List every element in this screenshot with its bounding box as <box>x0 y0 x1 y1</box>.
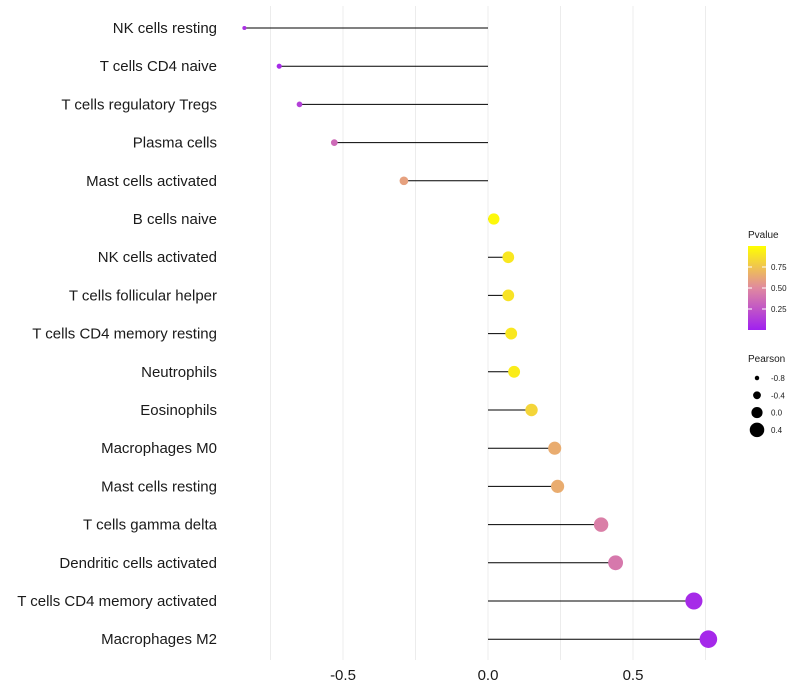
data-point <box>525 403 538 417</box>
category-label: Eosinophils <box>140 402 217 419</box>
colorbar-tick-label: 0.50 <box>771 284 787 293</box>
size-legend-point <box>751 407 763 419</box>
size-legend-point <box>753 391 761 400</box>
pvalue-legend-title: Pvalue <box>748 230 779 241</box>
data-point <box>608 555 624 571</box>
category-label: Mast cells resting <box>101 478 217 495</box>
data-point <box>502 289 515 302</box>
category-label: Macrophages M0 <box>101 440 217 457</box>
data-point <box>330 139 338 146</box>
data-point <box>488 213 500 225</box>
pvalue-legend: Pvalue 0.25 0.50 0.75 <box>748 230 787 330</box>
pearson-legend-title: Pearson <box>748 354 785 365</box>
data-point <box>508 365 521 378</box>
category-label: T cells CD4 naive <box>100 58 217 75</box>
pvalue-colorbar <box>748 246 766 330</box>
x-tick-label: 0.0 <box>478 667 499 684</box>
data-point <box>699 630 718 648</box>
category-label: T cells CD4 memory resting <box>32 326 217 343</box>
size-legend-label: 0.4 <box>771 426 783 435</box>
category-label: Mast cells activated <box>86 173 217 190</box>
category-label: T cells gamma delta <box>83 517 218 534</box>
category-label: Dendritic cells activated <box>59 555 217 572</box>
size-legend-label: -0.4 <box>771 391 785 400</box>
category-label: T cells CD4 memory activated <box>17 593 217 610</box>
category-label: NK cells activated <box>98 249 217 266</box>
pearson-legend: Pearson -0.8 -0.4 0.0 0.4 <box>748 354 785 438</box>
data-point <box>505 327 518 340</box>
category-label: B cells naive <box>133 211 217 228</box>
data-point <box>296 101 303 108</box>
data-point <box>242 25 247 31</box>
data-point <box>276 63 282 69</box>
colorbar-tick-label: 0.25 <box>771 305 787 314</box>
points <box>242 25 718 648</box>
x-tick-label: 0.5 <box>623 667 644 684</box>
colorbar-tick-label: 0.75 <box>771 263 787 272</box>
size-legend-label: 0.0 <box>771 409 783 418</box>
size-legend-point <box>754 375 760 381</box>
stems <box>244 27 709 640</box>
x-axis-ticks: -0.5 0.0 0.5 <box>330 667 643 684</box>
data-point <box>551 479 565 493</box>
category-label: NK cells resting <box>113 20 217 37</box>
data-point <box>502 251 515 264</box>
category-label: Macrophages M2 <box>101 631 217 648</box>
size-legend-point <box>749 422 765 438</box>
category-label: T cells regulatory Tregs <box>61 96 217 113</box>
category-labels: NK cells resting T cells CD4 naive T cells… <box>17 20 217 648</box>
category-label: Plasma cells <box>133 135 217 152</box>
data-point <box>685 592 703 610</box>
data-point <box>593 517 609 532</box>
data-point <box>548 441 562 455</box>
grid-lines <box>270 6 706 660</box>
data-point <box>399 176 409 186</box>
size-legend-label: -0.8 <box>771 374 785 383</box>
x-tick-label: -0.5 <box>330 667 356 684</box>
category-label: Neutrophils <box>141 364 217 381</box>
category-label: T cells follicular helper <box>69 287 217 304</box>
